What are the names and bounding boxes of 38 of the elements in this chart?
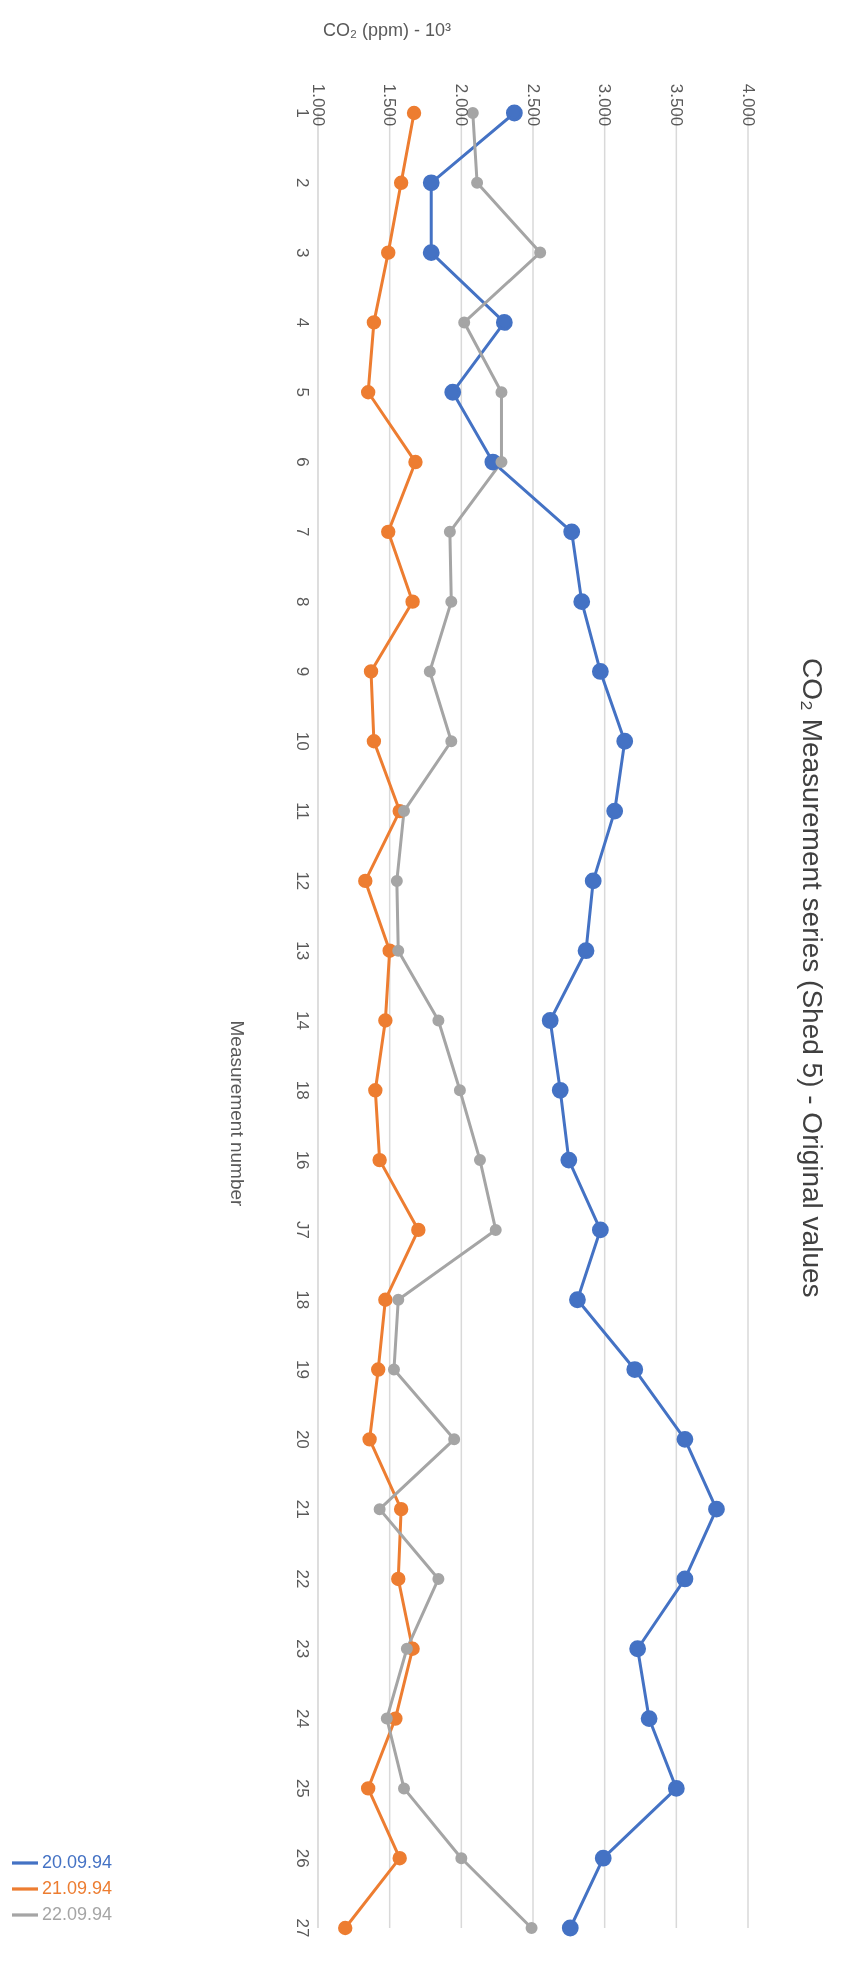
y-tick-label: 11 bbox=[292, 802, 312, 820]
y-tick-label: 26 bbox=[292, 1848, 312, 1868]
y-tick-label: 27 bbox=[292, 1918, 312, 1938]
y-axis-title: Measurement number bbox=[227, 1020, 249, 1208]
y-tick-label: 4 bbox=[292, 317, 312, 328]
legend-label: 21.09.94 bbox=[42, 1877, 113, 1898]
x-tick-label: 3.000 bbox=[595, 83, 615, 127]
y-tick-label: 12 bbox=[292, 871, 312, 891]
y-tick-label: 24 bbox=[292, 1709, 312, 1729]
y-tick-label: 10 bbox=[292, 731, 312, 751]
y-tick-label: 23 bbox=[292, 1639, 312, 1659]
y-tick-label: 8 bbox=[292, 596, 312, 607]
x-tick-label: 2.000 bbox=[451, 83, 471, 127]
x-tick-label: 1.500 bbox=[380, 83, 400, 127]
y-tick-label: 16 bbox=[292, 1150, 312, 1170]
y-tick-label: J7 bbox=[292, 1220, 312, 1239]
y-tick-label: 14 bbox=[292, 1011, 312, 1030]
y-tick-label: 6 bbox=[292, 457, 312, 467]
y-tick-label: 22 bbox=[292, 1569, 312, 1589]
y-tick-label: 7 bbox=[292, 527, 312, 537]
y-tick-label: 25 bbox=[292, 1778, 312, 1798]
y-tick-label: 9 bbox=[292, 666, 312, 677]
text: CO₂ Measurement series (Shed 5) - Original values bbox=[796, 657, 828, 1300]
y-tick-label: 18 bbox=[292, 1290, 312, 1310]
y-tick-label: 18 bbox=[292, 1080, 312, 1100]
y-tick-label: 21 bbox=[292, 1499, 312, 1519]
legend-label: 20.09.94 bbox=[42, 1851, 113, 1872]
y-tick-label: 3 bbox=[292, 247, 312, 258]
y-tick-label: 20 bbox=[292, 1429, 312, 1449]
x-axis-title: CO₂ (ppm) - 10³ bbox=[323, 19, 452, 40]
legend-label: 22.09.94 bbox=[42, 1903, 113, 1924]
x-tick-label: 4.000 bbox=[738, 83, 758, 127]
x-tick-label: 3.500 bbox=[666, 83, 686, 127]
y-tick-label: 2 bbox=[292, 178, 312, 188]
y-tick-label: 13 bbox=[292, 941, 312, 961]
y-tick-label: 19 bbox=[292, 1360, 312, 1379]
x-tick-label: 2.500 bbox=[523, 83, 543, 127]
y-tick-label: 5 bbox=[292, 387, 312, 397]
